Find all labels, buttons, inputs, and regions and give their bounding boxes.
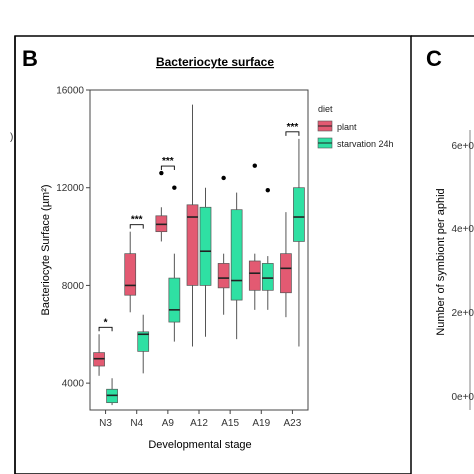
significance-label: ***	[287, 122, 299, 133]
box	[261, 263, 274, 291]
y-tick-label: 8000	[62, 281, 85, 292]
outlier-point	[221, 175, 226, 181]
boxplot-marks	[93, 104, 305, 406]
box	[217, 263, 230, 289]
significance-bracket	[285, 131, 300, 136]
significance-label: *	[104, 317, 108, 328]
box	[186, 204, 199, 286]
box	[124, 253, 137, 296]
x-axis-title: Developmental stage	[148, 439, 251, 451]
significance-bracket	[160, 165, 175, 171]
box	[168, 277, 181, 323]
x-tick-label: N3	[99, 418, 112, 429]
box	[137, 331, 150, 352]
significance-marks: **********	[98, 122, 300, 332]
x-tick-label: N4	[130, 418, 143, 429]
outlier-point	[159, 170, 164, 176]
x-axis: N3 N4 A9 A12 A15 A19 A23	[99, 410, 302, 429]
panel-b-letter: B	[22, 46, 38, 71]
panel-c-letter: C	[426, 46, 442, 71]
legend-label-starvation: starvation 24h	[337, 139, 394, 149]
significance-label: ***	[131, 215, 143, 226]
x-tick-label: A12	[190, 418, 208, 429]
y-axis-title: Bacteriocyte Surface (µm²)	[40, 184, 52, 315]
x-tick-label: A23	[284, 418, 302, 429]
box	[248, 260, 261, 291]
y-axis: 4000 8000 12000 16000	[56, 86, 90, 390]
outlier-point	[265, 187, 270, 193]
box	[280, 253, 292, 294]
panel-c-y-tick-label: 2e+0	[451, 308, 474, 319]
panel-b-frame	[14, 35, 412, 474]
chart-title: Bacteriocyte surface	[156, 55, 274, 69]
left-edge-cut-text: )	[10, 132, 13, 143]
outlier-point	[252, 163, 257, 168]
x-tick-label: A9	[162, 418, 175, 429]
y-tick-label: 12000	[56, 183, 84, 194]
panel-c-y-ticks: 0e+0 2e+0 4e+0 6e+0	[451, 141, 474, 403]
panel-c-y-tick-label: 6e+0	[451, 141, 474, 152]
significance-bracket	[129, 224, 144, 229]
significance-label: ***	[162, 156, 174, 167]
box	[199, 206, 212, 286]
significance-bracket	[98, 326, 113, 332]
panel-c-y-tick-label: 4e+0	[451, 224, 474, 235]
plot-area	[89, 89, 309, 411]
box	[293, 187, 305, 242]
box	[230, 209, 243, 301]
x-tick-label: A15	[221, 418, 239, 429]
outlier-point	[172, 185, 177, 190]
legend: diet plant starvation 24h	[317, 104, 394, 149]
panel-c-y-axis-title: Number of symbiont per aphid	[435, 188, 447, 335]
y-tick-label: 16000	[56, 86, 84, 97]
x-tick-label: A19	[252, 418, 270, 429]
legend-label-plant: plant	[337, 122, 357, 132]
y-tick-label: 4000	[62, 379, 85, 390]
legend-title: diet	[318, 104, 333, 114]
panel-c-y-tick-label: 0e+0	[451, 392, 474, 403]
